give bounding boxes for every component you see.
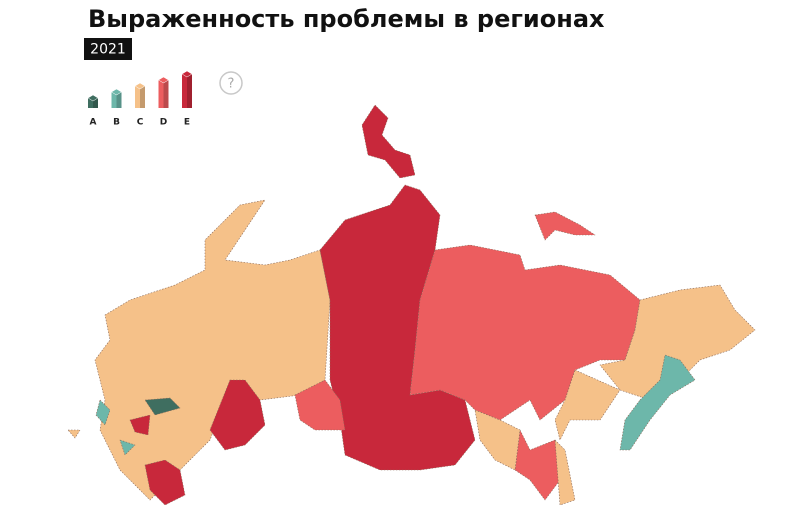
region: [294, 379, 346, 431]
legend-label: B: [113, 118, 120, 128]
region: [119, 439, 136, 456]
region: [94, 199, 331, 501]
region: [474, 409, 521, 471]
region: [129, 414, 151, 436]
legend-icon-top: [158, 76, 169, 84]
legend-icon-shade: [93, 98, 98, 108]
legend-icon: [111, 92, 122, 108]
region: [67, 429, 81, 439]
title: Выраженность проблемы в регионах: [88, 5, 605, 33]
help-icon[interactable]: ?: [228, 77, 235, 92]
region: [619, 354, 696, 451]
region: [599, 284, 756, 401]
region: [514, 429, 561, 501]
help-button[interactable]: [219, 71, 243, 95]
legend-icon: [158, 80, 169, 108]
legend-icon-shade: [140, 86, 145, 108]
year: 2021: [90, 42, 126, 58]
legend-label: D: [160, 118, 167, 128]
legend-label: C: [137, 118, 144, 128]
legend-icon-top: [181, 70, 193, 78]
map: [67, 104, 756, 506]
region: [554, 439, 576, 506]
legend-icon: [88, 98, 98, 108]
legend-icon: [135, 86, 145, 108]
region: [144, 397, 181, 416]
legend-icon-shade: [163, 80, 169, 108]
legend-icon: [182, 74, 192, 108]
legend-icon-top: [111, 88, 122, 96]
region: [534, 211, 596, 241]
region: [144, 459, 186, 506]
region: [209, 379, 266, 451]
legend-icon-shade: [187, 74, 192, 108]
legend-label: E: [184, 118, 190, 128]
legend-icon-shade: [116, 92, 122, 108]
year-badge: [84, 38, 132, 60]
legend-icon-top: [87, 94, 99, 102]
legend: A B C D E: [87, 70, 193, 128]
legend-label: A: [90, 118, 97, 128]
region: [95, 399, 111, 426]
legend-icon-top: [134, 82, 146, 90]
region: [361, 104, 416, 179]
region: [554, 369, 621, 441]
